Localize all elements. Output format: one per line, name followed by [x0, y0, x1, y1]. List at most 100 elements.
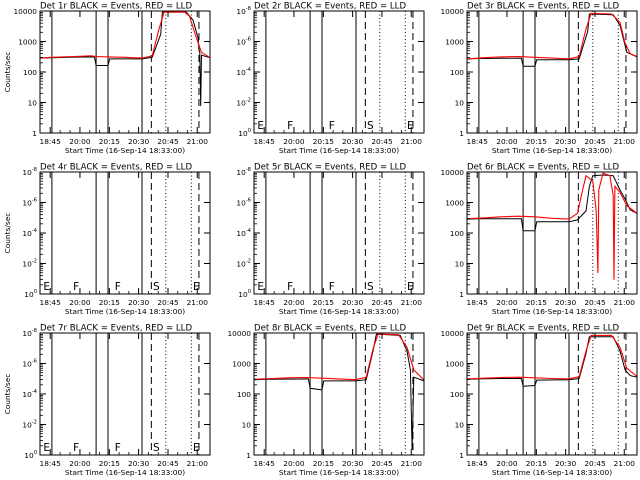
panel-title: Det 9r BLACK = Events, RED = LLD: [467, 324, 619, 334]
y-tick-mantissa: 10: [236, 168, 246, 177]
x-tick-label: 20:30: [342, 459, 364, 468]
y-tick-label: 1: [459, 290, 464, 299]
x-tick-label: 20:15: [526, 459, 548, 468]
panel-det-8: Det 8r BLACK = Events, RED = LLD 1 10 100 10…: [227, 324, 425, 477]
y-tick-mantissa: 10: [22, 329, 32, 338]
x-axis-label: Start Time (16-Sep-14 18:33:00): [65, 468, 185, 477]
y-tick-label: 10-6: [22, 198, 37, 208]
state-marker: S: [153, 442, 160, 454]
x-axis-label: Start Time (16-Sep-14 18:33:00): [492, 468, 612, 477]
y-tick-label: 10: [455, 260, 465, 269]
x-tick-label: 20:00: [283, 459, 305, 468]
x-tick-label: 18:45: [254, 298, 276, 307]
x-tick-label: 18:45: [40, 137, 62, 146]
x-tick-label: 20:00: [69, 137, 91, 146]
y-tick-exponent: 0: [248, 128, 251, 134]
state-marker: F: [329, 281, 335, 293]
y-tick-mantissa: 100: [23, 68, 37, 77]
y-tick-exponent: 0: [34, 289, 37, 295]
y-tick-label: 100: [238, 289, 251, 299]
x-tick-label: 21:00: [187, 137, 209, 146]
y-tick-mantissa: 10: [24, 451, 34, 460]
state-marker: F: [115, 281, 121, 293]
y-tick-mantissa: 10: [28, 99, 38, 108]
y-tick-label: 1000: [18, 38, 37, 47]
y-tick-label: 10: [455, 99, 465, 108]
x-tick-label: 20:45: [157, 459, 179, 468]
x-tick-label: 20:00: [283, 137, 305, 146]
state-marker: E: [407, 281, 414, 293]
x-tick-label: 20:45: [371, 137, 393, 146]
y-tick-exponent: -6: [246, 37, 251, 43]
y-tick-label: 10000: [440, 7, 464, 16]
y-tick-label: 10-4: [236, 67, 251, 77]
x-tick-label: 20:30: [555, 298, 577, 307]
y-tick-mantissa: 100: [450, 68, 464, 77]
x-tick-label: 20:45: [371, 459, 393, 468]
lld-series-line: [466, 334, 638, 380]
x-tick-label: 20:30: [128, 459, 150, 468]
y-tick-label: 10-8: [22, 328, 37, 338]
x-tick-label: 18:45: [467, 459, 489, 468]
y-tick-label: 100: [450, 68, 464, 77]
panel-det-4: Det 4r BLACK = Events, RED = LLD10010-21…: [3, 163, 211, 316]
state-marker: E: [193, 281, 200, 293]
y-tick-label: 10: [242, 421, 252, 430]
y-tick-label: 100: [23, 68, 37, 77]
state-marker: S: [153, 281, 160, 293]
y-tick-label: 10000: [440, 168, 464, 177]
y-tick-exponent: -6: [32, 359, 37, 365]
y-tick-mantissa: 10: [238, 290, 248, 299]
y-tick-label: 1: [32, 129, 37, 138]
x-tick-label: 21:00: [401, 459, 423, 468]
y-tick-mantissa: 10: [22, 360, 32, 369]
state-marker: E: [43, 442, 50, 454]
x-tick-label: 20:30: [342, 137, 364, 146]
x-tick-label: 20:45: [371, 298, 393, 307]
state-marker: S: [367, 281, 374, 293]
y-tick-exponent: -4: [246, 67, 252, 73]
y-tick-mantissa: 10: [236, 260, 246, 269]
events-series-line: [466, 13, 638, 67]
panel-det-9: Det 9r BLACK = Events, RED = LLD 1 10 100 10…: [440, 324, 638, 477]
y-tick-mantissa: 1000: [18, 38, 37, 47]
y-tick-mantissa: 10: [236, 7, 246, 16]
panel-title: Det 6r BLACK = Events, RED = LLD: [467, 163, 619, 173]
y-axis-label: Counts/sec: [3, 374, 12, 415]
y-tick-mantissa: 10: [238, 129, 248, 138]
x-tick-label: 20:15: [526, 137, 548, 146]
x-tick-label: 20:15: [313, 137, 335, 146]
x-axis-label: Start Time (16-Sep-14 18:33:00): [492, 146, 612, 155]
x-tick-label: 18:45: [254, 137, 276, 146]
y-tick-label: 100: [237, 390, 251, 399]
panel-title: Det 5r BLACK = Events, RED = LLD: [254, 163, 406, 173]
lld-series-line: [253, 333, 425, 381]
y-tick-mantissa: 1: [459, 290, 464, 299]
state-marker: E: [257, 281, 264, 293]
y-tick-label: 10000: [13, 7, 37, 16]
y-tick-label: 10-8: [236, 167, 251, 177]
y-tick-label: 10-6: [236, 198, 251, 208]
state-marker: E: [193, 442, 200, 454]
state-marker: F: [115, 442, 121, 454]
y-tick-exponent: -8: [246, 167, 251, 173]
y-tick-exponent: -2: [246, 259, 251, 265]
y-tick-mantissa: 100: [237, 390, 251, 399]
y-tick-mantissa: 10000: [440, 7, 464, 16]
x-tick-label: 20:45: [584, 298, 606, 307]
events-series-line: [466, 336, 638, 387]
y-tick-label: 100: [450, 390, 464, 399]
x-tick-label: 21:00: [401, 298, 423, 307]
x-tick-label: 21:00: [614, 298, 636, 307]
x-tick-label: 20:00: [283, 298, 305, 307]
y-tick-label: 10-4: [236, 228, 251, 238]
y-tick-mantissa: 10000: [440, 168, 464, 177]
x-tick-label: 20:15: [99, 137, 121, 146]
x-tick-label: 18:45: [40, 298, 62, 307]
x-tick-label: 18:45: [467, 137, 489, 146]
panel-title: Det 8r BLACK = Events, RED = LLD: [254, 324, 406, 334]
lld-series-line: [39, 11, 211, 59]
x-tick-label: 20:15: [99, 298, 121, 307]
y-tick-label: 100: [238, 128, 251, 138]
